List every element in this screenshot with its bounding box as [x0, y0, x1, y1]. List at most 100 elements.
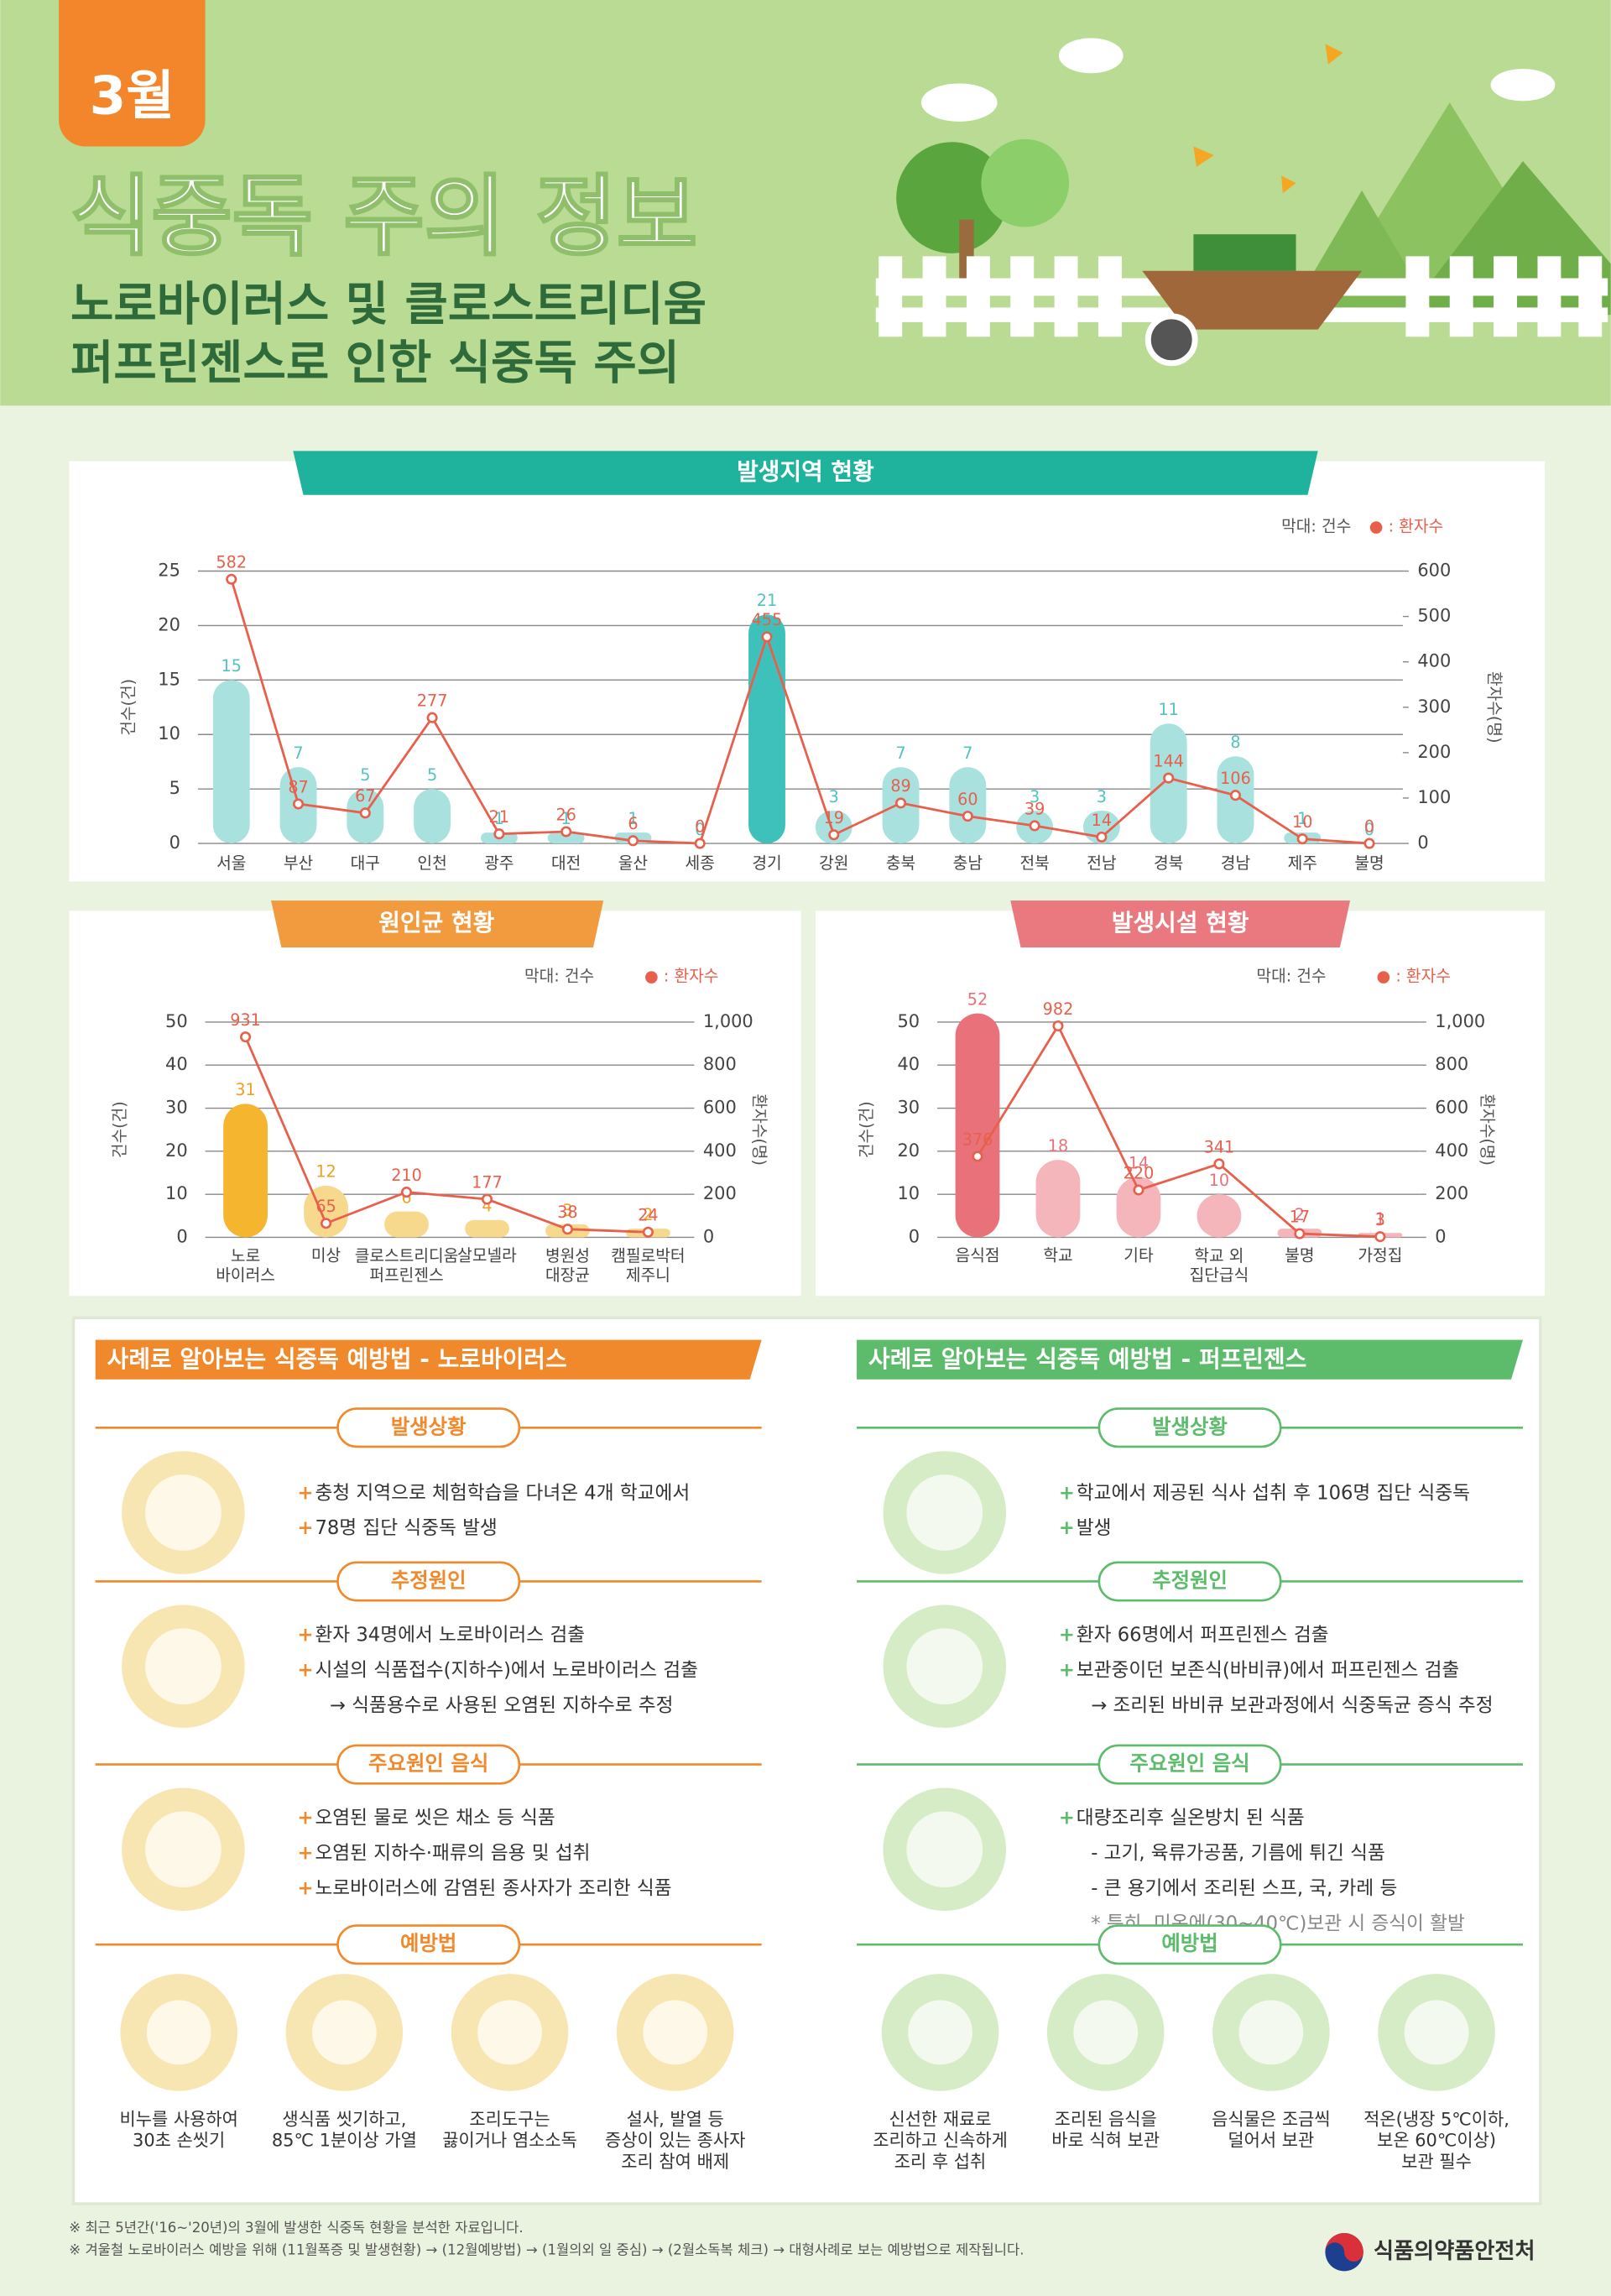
line-point	[292, 798, 305, 810]
line-point	[1294, 1228, 1306, 1239]
point-label: 210	[391, 1166, 422, 1185]
legend-label: ● : 환자수	[1369, 517, 1443, 536]
x-tick-label: 충남	[953, 853, 983, 873]
y2-tick-label: 200	[703, 1183, 737, 1203]
y2-tick-label: 0	[1417, 832, 1428, 853]
x-tick-label: 대구	[351, 853, 380, 873]
y2-tick-label: 600	[1417, 561, 1451, 581]
header-bg	[0, 0, 1611, 406]
line-point	[426, 712, 438, 723]
y-tick-label: 0	[909, 1226, 920, 1246]
point-label: 38	[557, 1203, 577, 1222]
line-point	[1052, 1020, 1064, 1032]
point-label: 277	[417, 691, 448, 711]
y2-axis-label: 환자수(명)	[750, 1093, 769, 1166]
point-label: 65	[315, 1197, 336, 1216]
y-tick-label: 50	[165, 1011, 188, 1031]
bar	[1035, 1160, 1081, 1238]
line-point	[561, 1224, 573, 1235]
x-tick-label: 제주	[1288, 853, 1317, 873]
bar-label: 52	[967, 989, 988, 1009]
agency: 식품의약품안전처	[1374, 2239, 1535, 2264]
line-point	[627, 835, 639, 847]
month: 3월	[90, 65, 175, 127]
line-point	[895, 797, 907, 809]
bullet: +	[1059, 1625, 1075, 1646]
line-point	[828, 829, 840, 841]
body-text: 환자 66명에서 퍼프린젠스 검출	[1077, 1625, 1329, 1646]
line-point	[481, 1193, 493, 1205]
y2-tick-label: 300	[1417, 697, 1451, 717]
bar	[212, 680, 250, 844]
bar-label: 0	[1364, 820, 1374, 839]
bullet: +	[298, 1808, 314, 1829]
x-tick-label: 불명	[1354, 853, 1384, 873]
y-tick-label: 10	[165, 1183, 188, 1203]
x-tick-label: 살모넬라	[457, 1246, 517, 1265]
tip-icon-inner	[643, 2000, 708, 2065]
point-label: 14	[1092, 811, 1112, 830]
tip-caption: 설사, 발열 등 증상이 있는 종사자 조리 참여 배제	[605, 2110, 745, 2172]
body-text: - 큰 용기에서 조리된 스프, 국, 카레 등	[1091, 1877, 1397, 1899]
y-tick-label: 40	[165, 1054, 188, 1074]
x-tick-label: 세종	[686, 853, 715, 873]
y-axis-label: 건수(건)	[118, 679, 138, 736]
bar-label: 7	[895, 744, 905, 763]
x-tick-label: 학교 외 집단급식	[1190, 1246, 1249, 1285]
line	[244, 1036, 649, 1234]
tip-caption: 비누를 사용하여 30초 손씻기	[119, 2110, 237, 2151]
y2-tick-label: 0	[703, 1226, 714, 1246]
point-label: 60	[957, 790, 978, 809]
tip-icon-inner	[1404, 2000, 1469, 2065]
point-label: 0	[695, 817, 705, 836]
icon-inner	[906, 1474, 983, 1551]
y2-tick-label: 600	[703, 1098, 737, 1118]
line-point	[560, 826, 572, 838]
tip-icon-inner	[908, 2000, 972, 2065]
x-tick-label: 광주	[484, 853, 514, 873]
prevention-panel	[71, 1316, 1542, 2205]
bar-label: 7	[962, 744, 972, 763]
y-tick-label: 10	[158, 723, 180, 744]
x-tick-label: 미상	[311, 1246, 341, 1265]
y-tick-label: 20	[897, 1140, 920, 1161]
heading: 주요원인 음식	[368, 1751, 488, 1776]
line-point	[1029, 820, 1040, 832]
bar-label: 5	[427, 765, 437, 785]
bar-label: 3	[1030, 787, 1040, 806]
tip-caption: 신선한 재료로 조리하고 신속하게 조리 후 섭취	[873, 2110, 1008, 2172]
body-text: - 고기, 육류가공품, 기름에 튀긴 식품	[1091, 1843, 1385, 1865]
point-label: 0	[1364, 817, 1374, 836]
body-text: 오염된 물로 씻은 채소 등 식품	[315, 1808, 555, 1829]
ribbon	[271, 900, 604, 947]
x-tick-label: 캠필로박터 제주니	[611, 1246, 685, 1285]
y-axis-label: 건수(건)	[857, 1101, 876, 1158]
x-tick-label: 대전	[551, 853, 581, 873]
x-tick-label: 경남	[1221, 853, 1250, 873]
y-tick-label: 30	[897, 1098, 920, 1118]
point-label: 39	[1024, 799, 1045, 818]
bar	[748, 614, 785, 844]
icon-inner	[906, 1628, 983, 1705]
bar-label: 18	[1048, 1136, 1068, 1156]
point-label: 19	[824, 808, 844, 827]
tip-icon-inner	[311, 2000, 377, 2065]
bar-label: 3	[562, 1201, 572, 1220]
x-tick-label: 울산	[618, 853, 648, 873]
y-tick-label: 20	[158, 614, 180, 634]
body-text: 충청 지역으로 체험학습을 다녀온 4개 학교에서	[315, 1482, 690, 1504]
y-tick-label: 20	[165, 1140, 188, 1161]
chart-title: 발생지역 현황	[737, 458, 874, 486]
header-decor	[875, 38, 1611, 367]
tip-caption: 조리된 음식을 바로 식혀 보관	[1051, 2110, 1160, 2151]
bullet: +	[298, 1877, 314, 1899]
line-point	[226, 573, 237, 585]
y-tick-label: 10	[897, 1183, 920, 1203]
bar	[1197, 1194, 1242, 1238]
y-tick-label: 50	[897, 1011, 920, 1031]
icon-inner	[145, 1628, 222, 1705]
bar-label: 1	[1297, 809, 1307, 828]
line-point	[321, 1218, 332, 1229]
bar-label: 2	[643, 1205, 653, 1224]
